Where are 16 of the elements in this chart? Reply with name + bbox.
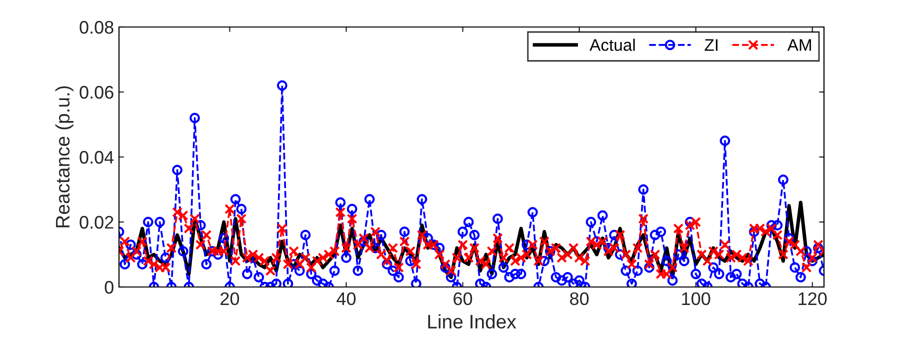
x-axis-title: Line Index <box>428 314 516 329</box>
y-tick-label: 0.06 <box>80 86 114 99</box>
x-tick-label: 60 <box>454 292 472 306</box>
x-tick-label: 80 <box>570 292 589 306</box>
y-tick-label: 0 <box>104 280 114 294</box>
y-axis-title: Reactance (p.u.) <box>55 86 74 228</box>
x-tick-label: 120 <box>798 292 827 306</box>
x-tick-label: 20 <box>220 292 240 306</box>
legend-label: AM <box>787 39 811 51</box>
y-tick-label: 0.02 <box>80 216 114 229</box>
legend-label: Actual <box>590 38 635 51</box>
y-tick-label: 0.04 <box>80 150 114 164</box>
y-tick-label: 0.08 <box>80 20 114 34</box>
legend-label: ZI <box>704 39 718 51</box>
x-tick-label: 100 <box>682 292 710 306</box>
x-tick-label: 40 <box>336 292 356 306</box>
